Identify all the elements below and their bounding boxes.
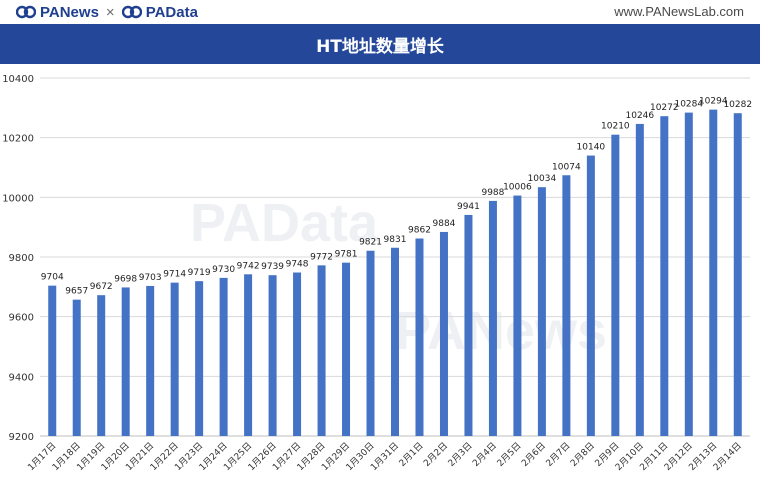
chart-title: HT地址数量增长 — [316, 36, 444, 57]
bar — [415, 238, 424, 436]
x-tick-label: 2月3日 — [446, 440, 475, 469]
data-label: 9748 — [286, 260, 309, 270]
data-label: 10006 — [503, 183, 532, 193]
data-label: 9772 — [310, 252, 333, 262]
y-tick-label: 10400 — [2, 74, 34, 85]
data-label: 10284 — [674, 100, 703, 110]
data-label: 9862 — [408, 226, 431, 236]
data-label: 9821 — [359, 238, 382, 248]
bar — [97, 295, 106, 436]
data-label: 10074 — [552, 162, 581, 172]
data-label: 9698 — [114, 274, 137, 284]
data-label: 9988 — [481, 188, 504, 198]
x-tick-label: 2月4日 — [470, 440, 499, 469]
watermark-padata: PAData — [190, 193, 379, 253]
data-label: 9657 — [65, 287, 88, 297]
data-label: 9703 — [139, 273, 162, 283]
bar — [537, 187, 546, 436]
bar — [293, 272, 302, 436]
data-label: 10034 — [528, 174, 557, 184]
bar — [268, 275, 277, 436]
data-label: 9781 — [335, 250, 358, 260]
data-label: 10246 — [626, 111, 655, 121]
y-tick-label: 9600 — [9, 313, 34, 324]
bar — [660, 116, 669, 436]
bar — [391, 247, 399, 436]
y-tick-label: 10000 — [2, 193, 34, 204]
data-label: 9730 — [212, 265, 235, 275]
data-label: 9884 — [433, 219, 456, 229]
data-label: 9831 — [384, 235, 407, 245]
data-label: 10282 — [723, 100, 752, 110]
data-label: 10210 — [601, 122, 630, 132]
data-label: 9714 — [163, 270, 186, 280]
y-tick-label: 9800 — [9, 253, 34, 264]
bar — [586, 155, 595, 437]
bar — [684, 112, 693, 437]
bar — [439, 231, 448, 436]
x-tick-label: 2月7日 — [544, 440, 573, 469]
bar — [464, 214, 473, 436]
bar — [48, 285, 57, 436]
bar — [366, 250, 375, 436]
data-label: 9704 — [41, 273, 64, 283]
bar — [562, 175, 571, 437]
data-label: 9672 — [90, 282, 113, 292]
bar — [121, 287, 130, 436]
x-tick-label: 2月2日 — [421, 440, 450, 469]
title-bar: HT地址数量增长 — [0, 24, 760, 64]
brand-separator: × — [105, 3, 115, 21]
x-tick-label: 2月8日 — [568, 440, 597, 469]
brand-logos: PANews × PAData — [16, 3, 198, 21]
y-tick-label: 9400 — [9, 372, 34, 383]
brand-panews: PANews — [40, 3, 99, 21]
bar — [195, 281, 204, 436]
bar — [513, 195, 522, 436]
x-tick-label: 2月1日 — [397, 440, 426, 469]
data-label: 9941 — [457, 202, 480, 212]
bar — [317, 265, 326, 436]
data-label: 10272 — [650, 103, 679, 113]
data-label: 9719 — [188, 268, 211, 278]
bar — [733, 113, 742, 436]
y-tick-label: 9200 — [9, 432, 34, 443]
bar — [635, 123, 644, 437]
data-label: 10294 — [699, 97, 728, 107]
panews-logo-icon — [16, 5, 36, 19]
data-label: 10140 — [577, 143, 606, 153]
padata-logo-icon — [121, 5, 142, 19]
bar — [219, 277, 228, 436]
data-label: 9742 — [237, 261, 260, 271]
y-tick-label: 10200 — [2, 134, 34, 145]
bar — [488, 200, 497, 436]
data-label: 9739 — [261, 262, 284, 272]
bar — [342, 262, 351, 436]
brand-padata: PAData — [145, 3, 198, 21]
bar — [146, 285, 155, 436]
bar — [170, 282, 179, 436]
x-tick-label: 2月6日 — [519, 440, 548, 469]
bar — [72, 299, 81, 436]
bar — [611, 134, 620, 436]
bar — [709, 109, 718, 436]
x-tick-label: 2月5日 — [495, 440, 524, 469]
watermark-panews: PANews — [395, 301, 608, 361]
bar — [244, 274, 253, 436]
site-url: www.PANewsLab.com — [614, 4, 744, 19]
top-bar: PANews × PAData www.PANewsLab.com — [0, 0, 760, 24]
